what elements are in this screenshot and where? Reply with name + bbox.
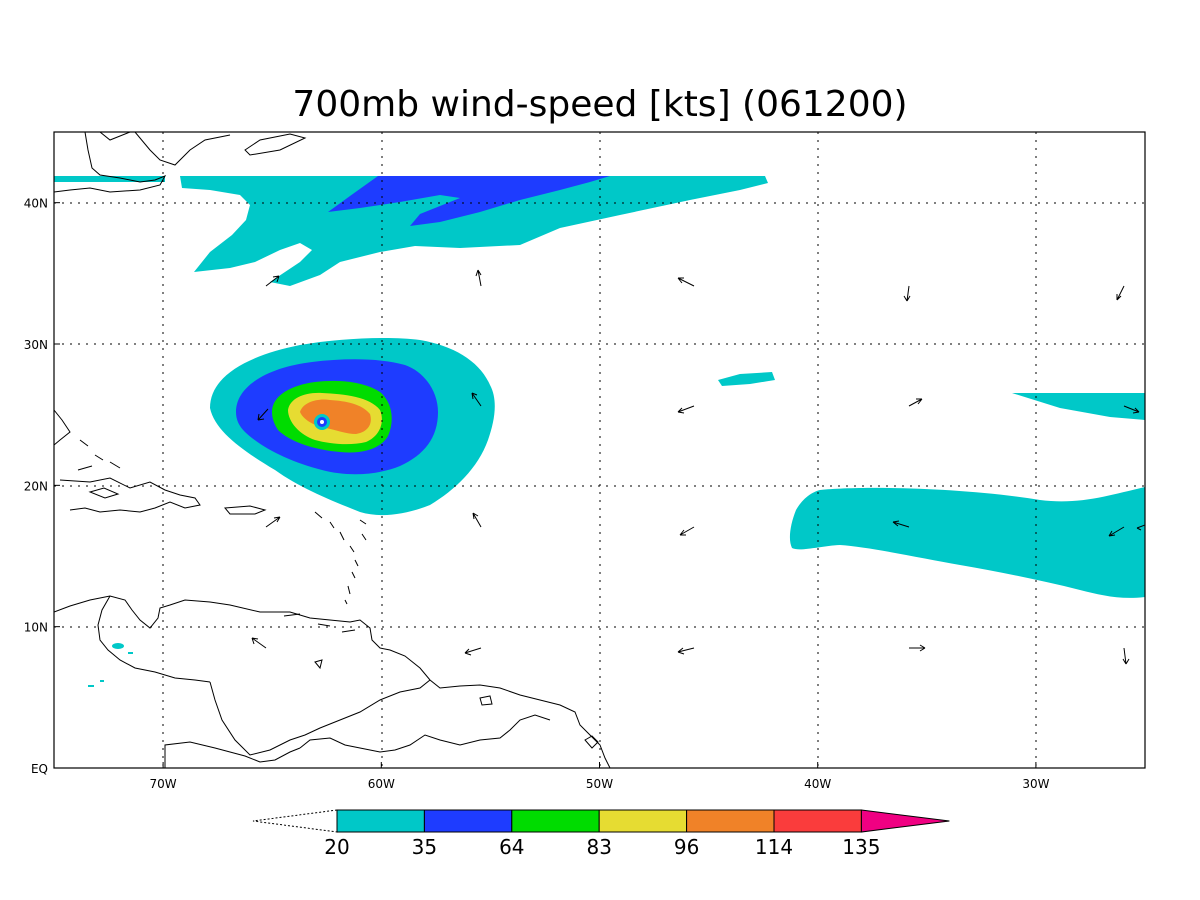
colorbar-level-label: 20 bbox=[324, 835, 349, 859]
colorbar-swatch bbox=[773, 809, 862, 833]
map-title: 700mb wind-speed [kts] (061200) bbox=[292, 84, 907, 125]
colorbar-level-label: 64 bbox=[499, 835, 524, 859]
colorbar-level-label: 96 bbox=[674, 835, 699, 859]
lon-tick-label: 30W bbox=[1022, 777, 1049, 791]
colorbar-over-triangle bbox=[860, 809, 950, 833]
lon-tick-label: 70W bbox=[150, 777, 177, 791]
wind-contour-20-east bbox=[1012, 393, 1145, 420]
lon-tick-label: 40W bbox=[804, 777, 831, 791]
colorbar-level-label: 114 bbox=[755, 835, 793, 859]
longitude-axis: 70W 60W 50W 40W 30W bbox=[150, 762, 1050, 791]
colorbar-swatch bbox=[686, 809, 775, 833]
colorbar-level-label: 35 bbox=[412, 835, 437, 859]
lat-tick-label: 40N bbox=[24, 197, 48, 211]
wind-contour-20-patch bbox=[718, 372, 775, 386]
lon-tick-label: 60W bbox=[368, 777, 395, 791]
colorbar-swatch bbox=[423, 809, 513, 833]
colorbar: 20 35 64 83 96 114 135 bbox=[252, 809, 950, 859]
gridlines bbox=[54, 132, 1145, 768]
colorbar-swatch bbox=[511, 809, 600, 833]
wind-contour-20-tiny2 bbox=[88, 685, 94, 687]
colorbar-swatch bbox=[598, 809, 688, 833]
wind-contour-20-trade bbox=[789, 487, 1145, 598]
wind-contour-35 bbox=[328, 176, 610, 226]
coastlines bbox=[54, 132, 611, 768]
wind-contour-20-edge bbox=[54, 176, 165, 182]
wind-contour-20-tiny3 bbox=[100, 680, 104, 682]
wind-vectors bbox=[251, 269, 1145, 665]
hurricane-eye bbox=[320, 420, 324, 424]
map-area[interactable] bbox=[54, 132, 1145, 768]
colorbar-level-label: 83 bbox=[586, 835, 611, 859]
lat-tick-label: 30N bbox=[24, 338, 48, 352]
colorbar-level-label: 135 bbox=[842, 835, 880, 859]
lat-tick-label: 10N bbox=[24, 621, 48, 635]
lat-tick-label: 20N bbox=[24, 479, 48, 493]
wind-contour-20-small bbox=[112, 643, 124, 649]
lon-tick-label: 50W bbox=[586, 777, 613, 791]
colorbar-under-triangle bbox=[252, 809, 338, 833]
latitude-axis: EQ 10N 20N 30N 40N bbox=[24, 197, 60, 776]
colorbar-swatch bbox=[336, 809, 425, 833]
map-frame bbox=[53, 131, 1146, 769]
lat-tick-label: EQ bbox=[31, 762, 48, 776]
wind-contour-20-tiny bbox=[128, 652, 133, 654]
